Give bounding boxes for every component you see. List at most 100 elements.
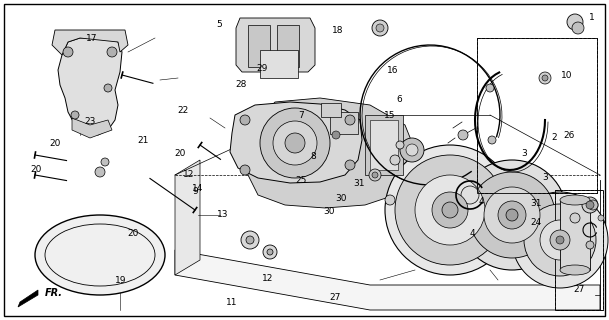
Polygon shape (58, 38, 122, 135)
Circle shape (582, 197, 598, 213)
Circle shape (372, 20, 388, 36)
Ellipse shape (560, 265, 590, 275)
Circle shape (101, 158, 109, 166)
Text: 5: 5 (216, 20, 222, 29)
Text: 29: 29 (256, 64, 267, 73)
Circle shape (246, 236, 254, 244)
Polygon shape (236, 18, 315, 72)
Circle shape (415, 175, 485, 245)
Polygon shape (230, 102, 362, 183)
Circle shape (396, 141, 404, 149)
Bar (260, 50, 298, 78)
Text: 14: 14 (192, 184, 203, 193)
Text: 12: 12 (262, 274, 273, 283)
Circle shape (240, 165, 250, 175)
Circle shape (406, 144, 418, 156)
Circle shape (556, 236, 564, 244)
Text: 31: 31 (354, 180, 365, 188)
Circle shape (267, 249, 273, 255)
Circle shape (498, 201, 526, 229)
Text: 6: 6 (396, 95, 402, 104)
Circle shape (273, 121, 317, 165)
Polygon shape (248, 98, 415, 208)
Text: 23: 23 (85, 117, 96, 126)
Text: 30: 30 (323, 207, 334, 216)
Circle shape (540, 220, 580, 260)
Circle shape (586, 241, 594, 249)
Circle shape (570, 213, 580, 223)
Text: 19: 19 (115, 276, 126, 285)
Ellipse shape (560, 195, 590, 205)
Text: 4: 4 (478, 197, 484, 206)
Text: 21: 21 (138, 136, 149, 145)
Polygon shape (72, 118, 112, 138)
Circle shape (372, 172, 378, 178)
Text: 9: 9 (192, 188, 198, 196)
Circle shape (71, 111, 79, 119)
Circle shape (63, 47, 73, 57)
Circle shape (442, 202, 458, 218)
Bar (477, 38, 597, 193)
Text: 17: 17 (86, 34, 97, 43)
Circle shape (506, 209, 518, 221)
Circle shape (240, 115, 250, 125)
Circle shape (488, 136, 496, 144)
Bar (330, 112, 358, 134)
Circle shape (539, 72, 551, 84)
Circle shape (95, 167, 105, 177)
Text: 26: 26 (564, 132, 575, 140)
Circle shape (107, 47, 117, 57)
Bar (560, 200, 590, 270)
Text: 24: 24 (530, 218, 541, 227)
Text: 1: 1 (589, 13, 595, 22)
Circle shape (345, 115, 355, 125)
Text: 27: 27 (329, 293, 340, 302)
Text: 30: 30 (336, 194, 347, 203)
Text: FR.: FR. (45, 288, 63, 298)
Bar (370, 120, 398, 170)
Text: 20: 20 (174, 149, 185, 158)
Circle shape (457, 160, 567, 270)
Text: 15: 15 (384, 111, 395, 120)
Text: 25: 25 (296, 176, 307, 185)
Polygon shape (175, 160, 200, 275)
Circle shape (461, 186, 479, 204)
Text: 3: 3 (542, 173, 548, 182)
Circle shape (572, 22, 584, 34)
Circle shape (332, 131, 340, 139)
Polygon shape (18, 290, 38, 307)
Bar (365, 115, 403, 175)
Circle shape (345, 160, 355, 170)
Circle shape (588, 200, 598, 210)
Circle shape (285, 133, 305, 153)
Circle shape (469, 172, 555, 258)
Circle shape (512, 192, 608, 288)
Circle shape (376, 24, 384, 32)
Circle shape (524, 204, 596, 276)
Bar (555, 190, 603, 310)
Text: 12: 12 (183, 170, 194, 179)
Circle shape (395, 155, 505, 265)
Circle shape (598, 215, 604, 221)
Text: 22: 22 (177, 106, 188, 115)
Bar (321, 103, 341, 117)
Text: 11: 11 (226, 298, 237, 307)
Text: 4: 4 (469, 229, 475, 238)
Text: 2: 2 (551, 133, 557, 142)
Circle shape (263, 245, 277, 259)
Polygon shape (175, 250, 600, 310)
Circle shape (458, 130, 468, 140)
Text: 10: 10 (561, 71, 572, 80)
Circle shape (369, 169, 381, 181)
Circle shape (567, 14, 583, 30)
Circle shape (542, 75, 548, 81)
Text: 16: 16 (387, 66, 398, 75)
Circle shape (260, 108, 330, 178)
Circle shape (385, 145, 515, 275)
Text: 3: 3 (521, 149, 527, 158)
Text: 8: 8 (311, 152, 317, 161)
Text: 31: 31 (530, 199, 541, 208)
Bar (477, 38, 597, 193)
Circle shape (104, 84, 112, 92)
Text: 7: 7 (298, 111, 304, 120)
